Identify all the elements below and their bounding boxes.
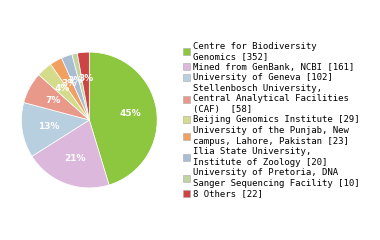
Wedge shape <box>51 58 89 120</box>
Text: 7%: 7% <box>45 96 60 105</box>
Legend: Centre for Biodiversity
Genomics [352], Mined from GenBank, NCBI [161], Universi: Centre for Biodiversity Genomics [352], … <box>182 41 361 199</box>
Wedge shape <box>72 53 89 120</box>
Wedge shape <box>21 102 89 156</box>
Wedge shape <box>77 52 89 120</box>
Text: 13%: 13% <box>38 122 59 131</box>
Wedge shape <box>32 120 109 188</box>
Text: 21%: 21% <box>64 154 86 163</box>
Wedge shape <box>39 64 89 120</box>
Text: 3%: 3% <box>78 74 93 83</box>
Wedge shape <box>24 75 89 120</box>
Text: 3%: 3% <box>61 79 77 88</box>
Text: 4%: 4% <box>54 84 70 93</box>
Text: 45%: 45% <box>119 109 141 118</box>
Text: 3%: 3% <box>68 76 83 85</box>
Wedge shape <box>62 54 89 120</box>
Wedge shape <box>89 52 157 185</box>
